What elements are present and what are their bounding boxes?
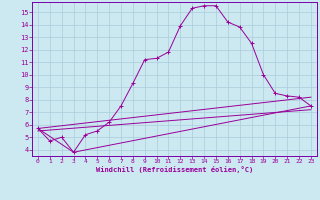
X-axis label: Windchill (Refroidissement éolien,°C): Windchill (Refroidissement éolien,°C) [96, 166, 253, 173]
